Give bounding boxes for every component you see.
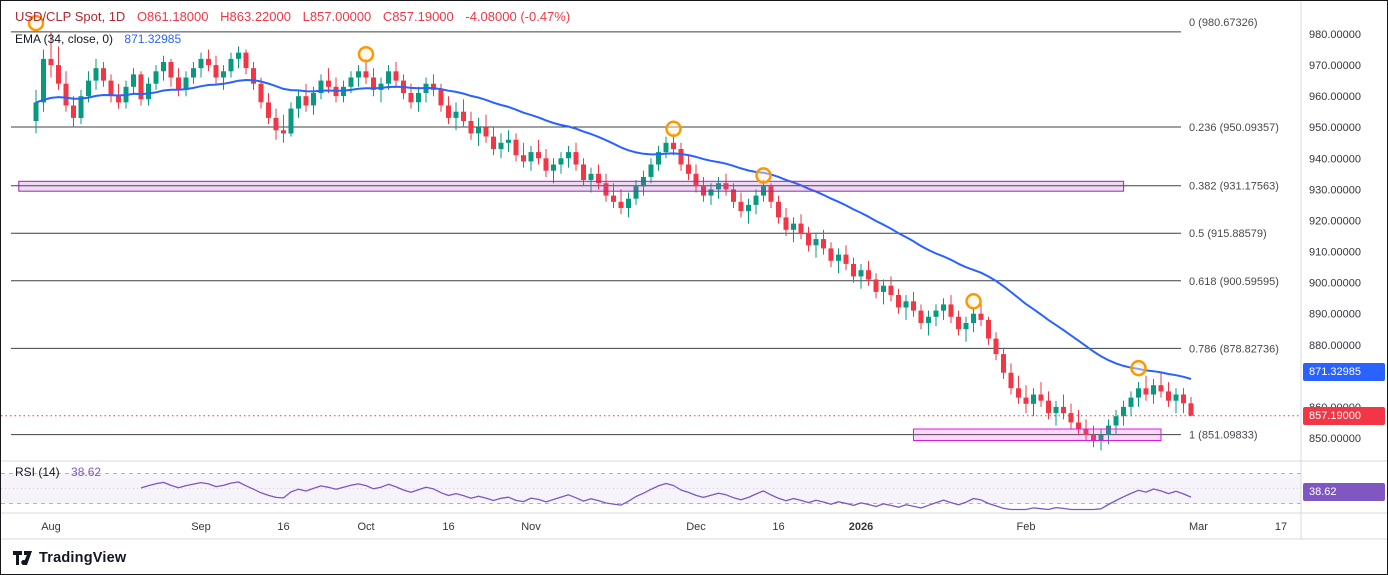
open-value: O861.18000 bbox=[136, 9, 209, 24]
svg-text:Mar: Mar bbox=[1189, 521, 1208, 533]
svg-text:0.618 (900.59595): 0.618 (900.59595) bbox=[1189, 276, 1279, 288]
time-axis[interactable]: Aug Sep 16 Oct 16 Nov Dec 16 2026 Feb Mar 17 bbox=[41, 521, 1287, 533]
svg-text:940.00000: 940.00000 bbox=[1309, 153, 1361, 165]
svg-text:910.00000: 910.00000 bbox=[1309, 247, 1361, 259]
svg-text:850.00000: 850.00000 bbox=[1309, 433, 1361, 445]
svg-text:0.5 (915.88579): 0.5 (915.88579) bbox=[1189, 228, 1267, 240]
svg-text:920.00000: 920.00000 bbox=[1309, 216, 1361, 228]
pane-dividers bbox=[1, 1, 1387, 540]
svg-text:960.00000: 960.00000 bbox=[1309, 91, 1361, 103]
low-value: L857.00000 bbox=[302, 9, 372, 24]
svg-text:Feb: Feb bbox=[1017, 521, 1036, 533]
fib-retracement-lines[interactable]: 0 (980.67326) 0.236 (950.09357) 0.382 (931… bbox=[11, 17, 1279, 442]
svg-text:890.00000: 890.00000 bbox=[1309, 309, 1361, 321]
last-price-badge: 857.19000 bbox=[1303, 407, 1385, 425]
rsi-indicator-value: 38.62 bbox=[71, 465, 102, 479]
svg-text:930.00000: 930.00000 bbox=[1309, 184, 1361, 196]
svg-text:0 (980.67326): 0 (980.67326) bbox=[1189, 17, 1258, 29]
close-value: C857.19000 bbox=[382, 9, 454, 24]
svg-text:Nov: Nov bbox=[521, 521, 541, 533]
svg-text:980.00000: 980.00000 bbox=[1309, 29, 1361, 41]
svg-text:900.00000: 900.00000 bbox=[1309, 278, 1361, 290]
svg-text:0.236 (950.09357): 0.236 (950.09357) bbox=[1189, 122, 1279, 134]
svg-text:2026: 2026 bbox=[849, 521, 873, 533]
ema-indicator-label: EMA (34, close, 0) bbox=[15, 32, 114, 46]
svg-text:Oct: Oct bbox=[357, 521, 374, 533]
svg-text:0.382 (931.17563): 0.382 (931.17563) bbox=[1189, 181, 1279, 193]
tradingview-logo-icon[interactable] bbox=[13, 550, 32, 565]
svg-text:16: 16 bbox=[442, 521, 454, 533]
circle-markers[interactable] bbox=[27, 14, 1147, 377]
svg-text:16: 16 bbox=[772, 521, 784, 533]
change-value: -4.08000 (-0.47%) bbox=[465, 9, 571, 24]
svg-text:Dec: Dec bbox=[686, 521, 706, 533]
symbol-title[interactable]: USD/CLP Spot, 1D bbox=[15, 9, 126, 24]
svg-text:880.00000: 880.00000 bbox=[1309, 340, 1361, 352]
bottom-toolbar: TradingView bbox=[1, 540, 1387, 574]
symbol-ohlc-row: USD/CLP Spot, 1D O861.18000 H863.22000 L… bbox=[15, 9, 570, 24]
svg-text:Aug: Aug bbox=[41, 521, 61, 533]
rsi-value-badge: 38.62 bbox=[1303, 483, 1385, 501]
support-resistance-zones[interactable] bbox=[18, 180, 1162, 441]
svg-text:950.00000: 950.00000 bbox=[1309, 122, 1361, 134]
tradingview-brand-text[interactable]: TradingView bbox=[39, 549, 127, 566]
rsi-plot[interactable] bbox=[1, 473, 1301, 511]
svg-text:17: 17 bbox=[1275, 521, 1287, 533]
high-value: H863.22000 bbox=[220, 9, 291, 24]
svg-text:Sep: Sep bbox=[191, 521, 211, 533]
ema-price-badge: 871.32985 bbox=[1303, 363, 1385, 381]
svg-text:16: 16 bbox=[277, 521, 289, 533]
rsi-indicator-label: RSI (14) bbox=[15, 465, 60, 479]
svg-text:970.00000: 970.00000 bbox=[1309, 60, 1361, 72]
rsi-indicator-row[interactable]: RSI (14) 38.62 bbox=[15, 465, 101, 479]
ema-indicator-row[interactable]: EMA (34, close, 0) 871.32985 bbox=[15, 32, 181, 46]
ema-line[interactable] bbox=[35, 79, 1192, 380]
svg-text:1 (851.09833): 1 (851.09833) bbox=[1189, 430, 1258, 442]
ema-indicator-value: 871.32985 bbox=[124, 32, 182, 46]
svg-text:0.786 (878.82736): 0.786 (878.82736) bbox=[1189, 343, 1279, 355]
